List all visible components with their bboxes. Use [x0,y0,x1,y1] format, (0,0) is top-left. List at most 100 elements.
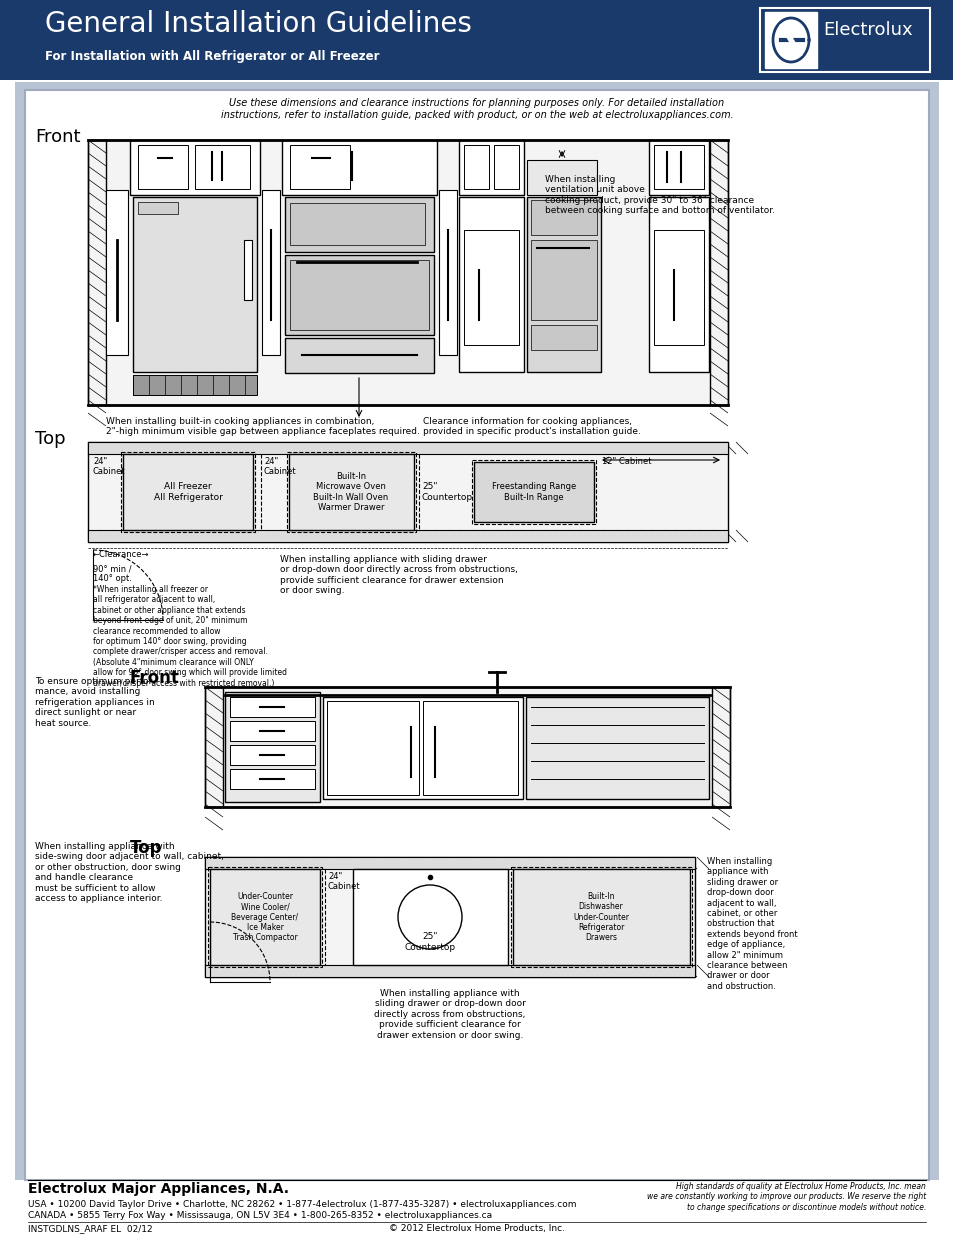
Bar [709,140,727,405]
Bar [654,230,703,345]
Bar [458,198,523,372]
Text: Under-Counter
Wine Cooler/
Beverage Center/
Ice Maker
Trash Compactor: Under-Counter Wine Cooler/ Beverage Cent… [232,892,298,942]
Bar [230,745,314,764]
Text: © 2012 Electrolux Home Products, Inc.: © 2012 Electrolux Home Products, Inc. [389,1224,564,1233]
Text: Top: Top [35,430,66,448]
Text: 90° min /
140° opt.: 90° min / 140° opt. [92,564,132,583]
Bar [764,12,816,68]
Bar [285,198,434,252]
Bar [290,261,429,330]
Text: Electrolux: Electrolux [822,21,912,40]
Bar [230,697,314,718]
Bar [132,198,256,372]
Text: 25"
Countertop: 25" Countertop [404,932,456,952]
Text: 25"
Countertop: 25" Countertop [421,483,473,501]
Bar [88,442,727,454]
Bar [106,190,128,354]
Text: Front: Front [35,128,80,146]
Bar [353,869,507,965]
Bar [88,530,727,542]
Text: 24"
Cabinet: 24" Cabinet [328,872,360,892]
Bar [194,144,250,189]
Bar [711,687,729,806]
Bar [205,687,729,806]
Text: 24"
Cabinet: 24" Cabinet [92,457,126,477]
Bar [438,190,456,354]
Text: Built-In
Microwave Oven
Built-In Wall Oven
Warmer Drawer: Built-In Microwave Oven Built-In Wall Ov… [313,472,388,513]
Bar [463,144,489,189]
Bar [513,869,689,965]
Text: ←Clearance→: ←Clearance→ [92,550,150,559]
Bar [205,965,695,977]
Text: Freestanding Range
Built-In Range: Freestanding Range Built-In Range [492,483,576,501]
Bar [290,203,424,245]
Bar [648,198,708,372]
Bar [230,769,314,789]
Bar [138,203,178,214]
Text: High standards of quality at Electrolux Home Products, Inc. mean
we are constant: High standards of quality at Electrolux … [646,1182,925,1212]
Text: Clearance information for cooking appliances,
provided in specific product's ins: Clearance information for cooking applia… [422,417,640,436]
Bar [210,869,319,965]
Bar [531,240,597,320]
Text: 12" Cabinet: 12" Cabinet [601,457,651,466]
Text: INSTGDLNS_ARAF EL  02/12: INSTGDLNS_ARAF EL 02/12 [28,1224,152,1233]
Bar [225,692,319,802]
Text: *When installing all freezer or
all refrigerator adjacent to wall,
cabinet or ot: *When installing all freezer or all refr… [92,585,287,688]
Bar [25,90,928,1179]
Bar [205,857,695,869]
Text: CANADA • 5855 Terry Fox Way • Mississauga, ON L5V 3E4 • 1-800-265-8352 • electro: CANADA • 5855 Terry Fox Way • Mississaug… [28,1212,492,1220]
Bar [511,867,691,967]
Bar [525,697,708,799]
Bar [648,140,708,195]
Bar [208,867,322,967]
Bar [138,144,188,189]
Bar [531,325,597,350]
Bar [290,144,350,189]
Bar [244,240,252,300]
Bar [458,140,523,195]
Text: Top: Top [130,839,162,857]
Text: Use these dimensions and clearance instructions for planning purposes only. For : Use these dimensions and clearance instr… [220,98,733,120]
Text: When installing appliance with sliding drawer
or drop-down door directly across : When installing appliance with sliding d… [280,555,517,595]
Text: When installing
appliance with
sliding drawer or
drop-down door
adjacent to wall: When installing appliance with sliding d… [706,857,797,990]
Bar [15,82,938,1179]
Bar [760,7,929,72]
Text: When installing appliance with
sliding drawer or drop-down door
directly across : When installing appliance with sliding d… [374,989,525,1040]
Bar [132,375,256,395]
Text: All Freezer
All Refrigerator: All Freezer All Refrigerator [153,483,222,501]
Bar [654,144,703,189]
Bar [323,697,522,799]
Bar [327,701,418,795]
Text: To ensure optimum perfor-
mance, avoid installing
refrigeration appliances in
di: To ensure optimum perfor- mance, avoid i… [35,677,154,727]
Bar [262,190,280,354]
Bar [205,687,223,806]
Text: General Installation Guidelines: General Installation Guidelines [45,10,472,38]
Bar [205,857,695,977]
Text: Electrolux Major Appliances, N.A.: Electrolux Major Appliances, N.A. [28,1182,289,1195]
Bar [463,230,518,345]
Bar [230,721,314,741]
Bar [123,454,253,530]
Bar [289,454,414,530]
Text: 24"
Cabinet: 24" Cabinet [264,457,296,477]
Bar [494,144,518,189]
Text: When installing appliance with
side-swing door adjacent to wall, cabinet,
or oth: When installing appliance with side-swin… [35,842,224,903]
Text: USA • 10200 David Taylor Drive • Charlotte, NC 28262 • 1-877-4electrolux (1-877-: USA • 10200 David Taylor Drive • Charlot… [28,1200,576,1209]
Text: For Installation with All Refrigerator or All Freezer: For Installation with All Refrigerator o… [45,49,379,63]
Bar [531,200,597,235]
Bar [287,452,416,532]
Bar [285,338,434,373]
Bar [88,140,106,405]
Text: When installing
ventilation unit above
cooking product, provide 30" to 36" clear: When installing ventilation unit above c… [544,175,774,215]
Bar [0,0,953,80]
Bar [526,161,597,195]
Bar [282,140,436,195]
Bar [526,198,600,372]
Bar [422,701,517,795]
Bar [130,140,260,195]
Bar [285,254,434,335]
Bar [474,462,594,522]
Bar [88,442,727,542]
Bar [472,459,596,524]
Bar [88,140,727,405]
